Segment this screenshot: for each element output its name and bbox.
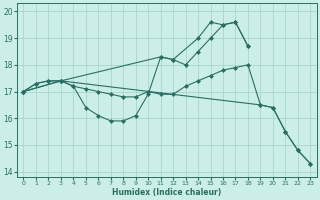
X-axis label: Humidex (Indice chaleur): Humidex (Indice chaleur) <box>112 188 221 197</box>
